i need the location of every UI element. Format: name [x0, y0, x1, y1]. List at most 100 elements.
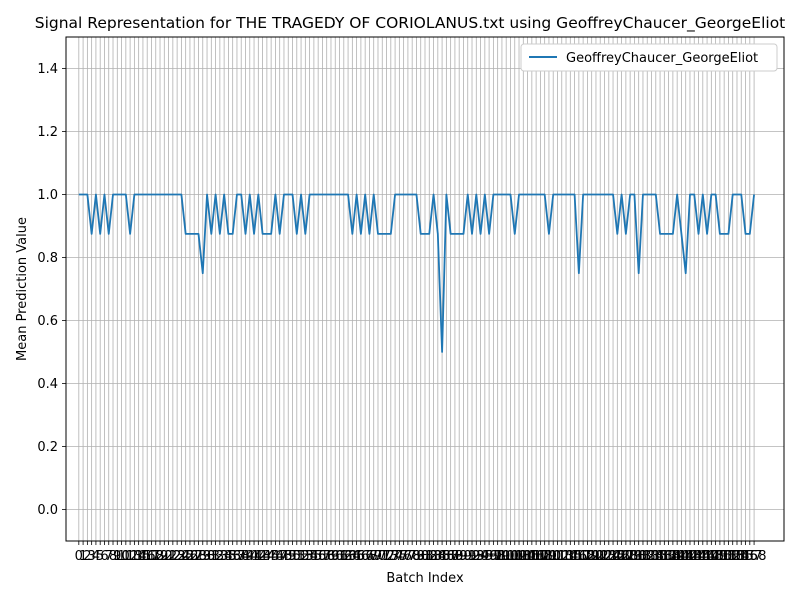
x-tick-label: 71	[374, 549, 391, 564]
x-tick-label: 100	[494, 549, 519, 564]
x-tick-label: 70	[370, 549, 387, 564]
x-tick-label: 48	[276, 549, 293, 564]
x-tick-label: 108	[528, 549, 553, 564]
x-tick-label: 134	[639, 549, 664, 564]
x-axis-ticks: 0123456789101112131415161718192021222324…	[75, 541, 766, 564]
x-tick-label: 51	[289, 549, 306, 564]
x-tick-label: 2	[83, 549, 91, 564]
x-tick-label: 21	[160, 549, 177, 564]
x-tick-label: 93	[468, 549, 485, 564]
x-tick-label: 101	[498, 549, 523, 564]
x-tick-label: 45	[263, 549, 280, 564]
x-tick-label: 97	[485, 549, 502, 564]
x-tick-label: 29	[194, 549, 211, 564]
x-tick-label: 139	[660, 549, 685, 564]
x-tick-label: 20	[156, 549, 173, 564]
x-tick-label: 18	[147, 549, 164, 564]
x-tick-label: 110	[537, 549, 562, 564]
x-tick-label: 109	[532, 549, 557, 564]
legend-entry-label: GeoffreyChaucer_GeorgeEliot	[566, 51, 758, 66]
x-tick-label: 44	[259, 549, 276, 564]
x-tick-label: 143	[678, 549, 703, 564]
x-tick-label: 148	[699, 549, 724, 564]
x-tick-label: 1	[79, 549, 87, 564]
x-tick-label: 62	[336, 549, 353, 564]
y-tick-label: 1.4	[37, 62, 58, 77]
x-tick-label: 128	[613, 549, 638, 564]
y-tick-label: 0.8	[37, 251, 58, 266]
x-tick-label: 149	[703, 549, 728, 564]
y-axis-ticks: 0.0 0.2 0.4 0.6 0.8 1.0 1.2 1.4	[37, 62, 66, 518]
x-tick-label: 120	[579, 549, 604, 564]
x-tick-label: 7	[105, 549, 113, 564]
x-tick-label: 89	[451, 549, 468, 564]
x-tick-label: 79	[408, 549, 425, 564]
x-tick-label: 144	[682, 549, 707, 564]
x-tick-label: 127	[609, 549, 634, 564]
x-tick-label: 15	[135, 549, 152, 564]
x-tick-label: 154	[725, 549, 750, 564]
x-tick-label: 145	[686, 549, 711, 564]
legend: GeoffreyChaucer_GeorgeEliot	[520, 43, 778, 72]
x-tick-label: 65	[348, 549, 365, 564]
y-tick-label: 0.2	[37, 440, 58, 455]
x-tick-label: 111	[541, 549, 566, 564]
x-tick-label: 129	[618, 549, 643, 564]
x-tick-label: 43	[254, 549, 271, 564]
x-tick-label: 58	[318, 549, 335, 564]
x-tick-label: 14	[130, 549, 147, 564]
x-tick-label: 0	[75, 549, 83, 564]
x-tick-label: 38	[233, 549, 250, 564]
x-tick-label: 133	[635, 549, 660, 564]
x-tick-label: 76	[395, 549, 412, 564]
x-grid	[78, 37, 755, 541]
x-tick-label: 130	[622, 549, 647, 564]
x-tick-label: 104	[511, 549, 536, 564]
x-tick-label: 136	[648, 549, 673, 564]
x-tick-label: 82	[421, 549, 438, 564]
x-tick-label: 8	[109, 549, 117, 564]
x-tick-label: 63	[340, 549, 357, 564]
y-tick-label: 0.4	[37, 377, 58, 392]
x-tick-label: 77	[400, 549, 417, 564]
x-tick-label: 132	[631, 549, 656, 564]
x-tick-label: 42	[250, 549, 267, 564]
x-tick-label: 75	[391, 549, 408, 564]
x-tick-label: 117	[566, 549, 591, 564]
x-tick-label: 118	[571, 549, 596, 564]
x-tick-label: 137	[652, 549, 677, 564]
x-tick-label: 125	[601, 549, 626, 564]
x-tick-label: 22	[165, 549, 182, 564]
y-tick-label: 1.0	[37, 188, 58, 203]
chart-title: Signal Representation for THE TRAGEDY OF…	[35, 14, 786, 33]
x-tick-label: 88	[447, 549, 464, 564]
x-tick-label: 36	[224, 549, 241, 564]
x-tick-label: 107	[524, 549, 549, 564]
x-tick-label: 102	[502, 549, 527, 564]
x-tick-label: 138	[656, 549, 681, 564]
x-tick-label: 135	[643, 549, 668, 564]
x-tick-label: 35	[220, 549, 237, 564]
x-tick-label: 80	[412, 549, 429, 564]
x-tick-label: 95	[477, 549, 494, 564]
x-tick-label: 34	[216, 549, 233, 564]
x-axis-label: Batch Index	[386, 571, 464, 586]
x-tick-label: 24	[173, 549, 190, 564]
x-tick-label: 85	[434, 549, 451, 564]
x-tick-label: 41	[246, 549, 263, 564]
x-tick-label: 23	[169, 549, 186, 564]
x-tick-label: 5	[96, 549, 104, 564]
x-tick-label: 140	[665, 549, 690, 564]
x-tick-label: 49	[280, 549, 297, 564]
x-tick-label: 16	[139, 549, 156, 564]
x-tick-label: 33	[212, 549, 229, 564]
x-tick-label: 119	[575, 549, 600, 564]
x-tick-label: 40	[242, 549, 259, 564]
x-tick-label: 96	[481, 549, 498, 564]
x-tick-label: 11	[118, 549, 135, 564]
x-tick-label: 13	[126, 549, 143, 564]
x-tick-label: 73	[383, 549, 400, 564]
x-tick-label: 131	[626, 549, 651, 564]
x-tick-label: 112	[545, 549, 570, 564]
